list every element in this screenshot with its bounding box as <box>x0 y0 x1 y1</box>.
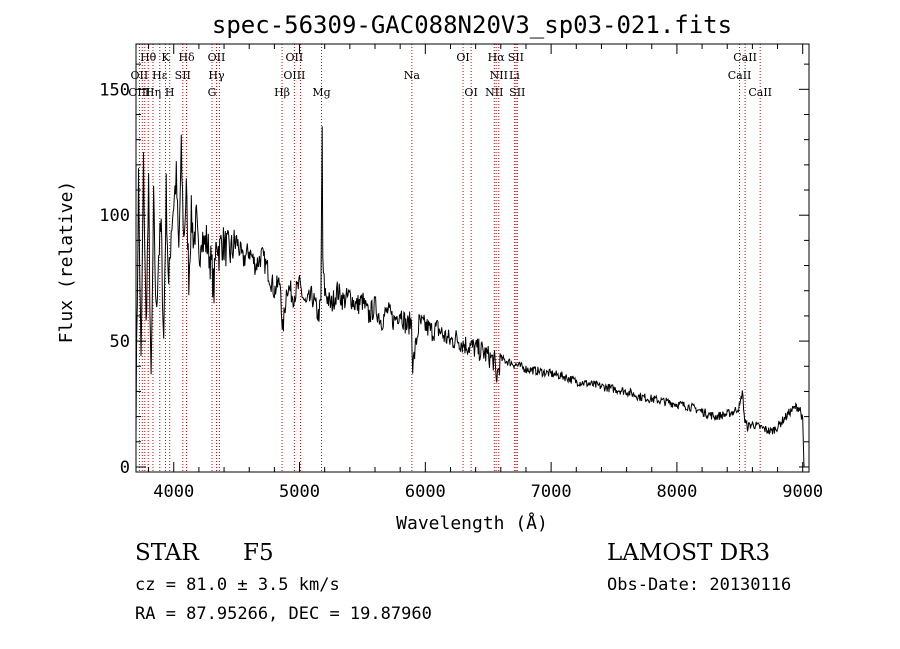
marker-label: OII <box>286 51 304 64</box>
marker-label: CaII <box>733 51 757 64</box>
coordinates: RA = 87.95266, DEC = 19.87960 <box>135 604 432 624</box>
y-tick-label: 0 <box>120 458 130 478</box>
marker-label: Hγ <box>208 69 225 82</box>
marker-label: G <box>208 86 217 99</box>
marker-label: H <box>165 86 175 99</box>
flux-series-line <box>135 126 805 468</box>
y-axis-label: Flux (relative) <box>56 181 77 344</box>
x-axis-ticks: 4000 5000 6000 7000 8000 9000 <box>148 44 823 502</box>
marker-label: OII <box>208 51 226 64</box>
redshift-cz: cz = 81.0 ± 3.5 km/s <box>135 575 340 595</box>
x-axis-label: Wavelength (Å) <box>396 512 548 534</box>
plot-frame <box>135 43 810 473</box>
x-tick-label: 9000 <box>782 482 823 502</box>
marker-label: K <box>161 51 170 64</box>
marker-label: OI <box>464 86 477 99</box>
marker-label: SII <box>175 69 191 82</box>
marker-label: SII <box>508 51 524 64</box>
marker-label: OII <box>131 69 149 82</box>
marker-label: Hη <box>145 86 161 99</box>
marker-label: CaII <box>728 69 752 82</box>
object-subclass: F5 <box>243 540 274 566</box>
marker-label: Hε <box>152 69 168 82</box>
x-tick-label: 6000 <box>405 482 446 502</box>
observation-date: Obs-Date: 20130116 <box>607 575 792 595</box>
chart-title: spec-56309-GAC088N20V3_sp03-021.fits <box>212 11 732 39</box>
marker-label: OIII <box>283 69 305 82</box>
y-axis-ticks: 0 50 100 150 <box>99 63 809 478</box>
y-tick-label: 100 <box>99 206 130 226</box>
marker-label: OI <box>456 51 469 64</box>
marker-label: Hα <box>488 51 506 64</box>
x-tick-label: 4000 <box>153 482 194 502</box>
marker-label: Mg <box>312 86 330 99</box>
y-tick-label: 50 <box>110 332 130 352</box>
marker-label: Li <box>509 69 520 82</box>
x-tick-label: 8000 <box>656 482 697 502</box>
marker-label: CaII <box>748 86 772 99</box>
survey-name: LAMOST DR3 <box>607 540 771 566</box>
marker-label: NII <box>490 69 508 82</box>
marker-label: Hβ <box>274 86 290 99</box>
x-tick-label: 5000 <box>279 482 320 502</box>
x-tick-label: 7000 <box>531 482 572 502</box>
y-tick-label: 150 <box>99 80 130 100</box>
marker-label: SII <box>509 86 525 99</box>
object-class: STAR <box>135 540 199 566</box>
marker-label: Hθ <box>140 51 157 64</box>
marker-label: NII <box>485 86 503 99</box>
marker-label: Hδ <box>178 51 195 64</box>
marker-label: Na <box>404 69 421 82</box>
